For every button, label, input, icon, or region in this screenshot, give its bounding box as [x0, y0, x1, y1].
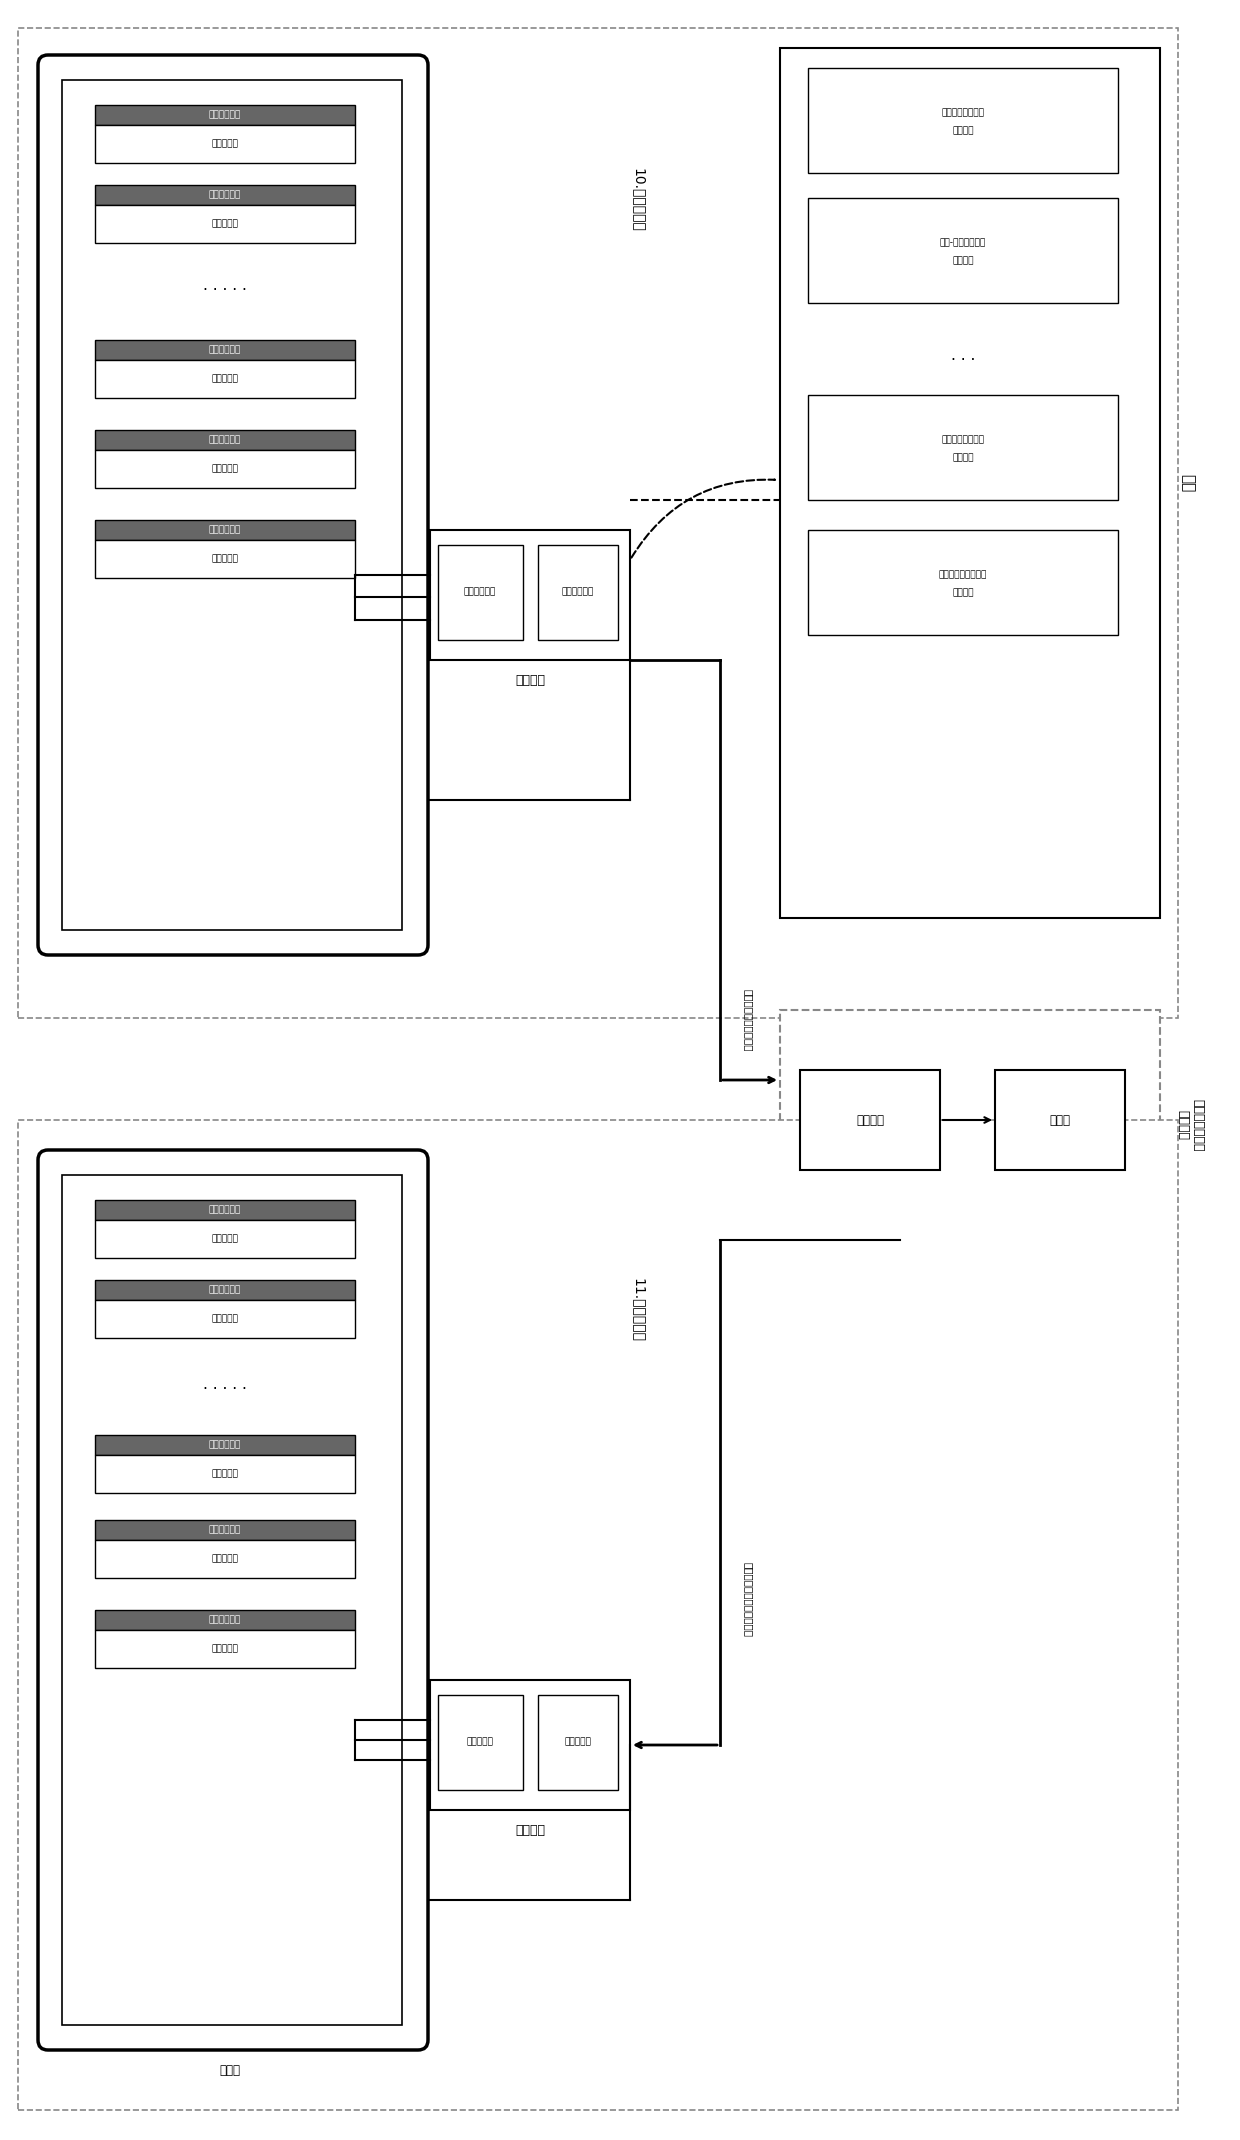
Text: 透明显示屏: 透明显示屏	[212, 139, 238, 148]
Text: 子控制器: 子控制器	[515, 1823, 546, 1836]
Text: 无线控制发: 无线控制发	[564, 1738, 591, 1746]
Text: 透明显示方案: 透明显示方案	[208, 437, 241, 445]
Bar	[95, 1519, 355, 1541]
Bar	[62, 1175, 402, 2024]
Bar	[95, 105, 355, 124]
Bar	[95, 1609, 355, 1631]
Text: 感测总成: 感测总成	[952, 257, 973, 265]
Text: 透明显示屏: 透明显示屏	[212, 374, 238, 383]
Text: 珠江流量数据入站信息: 珠江流量数据入站信息	[743, 989, 753, 1051]
Text: 11.体育西路站: 11.体育西路站	[631, 1278, 645, 1342]
Text: 收发板: 收发板	[1049, 1113, 1070, 1126]
Text: 透明显示方案: 透明显示方案	[208, 1440, 241, 1449]
Bar	[994, 1070, 1125, 1171]
Text: 透明显示方案: 透明显示方案	[208, 1616, 241, 1624]
Text: 透明显示方案: 透明显示方案	[208, 526, 241, 535]
Text: 无线接收模块: 无线接收模块	[562, 588, 594, 597]
Text: 透明显示屏: 透明显示屏	[212, 1554, 238, 1564]
FancyBboxPatch shape	[38, 1149, 428, 2050]
Text: 无线模组芯片: 无线模组芯片	[464, 588, 496, 597]
Text: 模组总成: 模组总成	[952, 588, 973, 597]
Text: 列车: 列车	[1180, 473, 1195, 492]
FancyArrowPatch shape	[631, 479, 775, 559]
Bar	[95, 1436, 355, 1455]
Bar	[95, 539, 355, 578]
FancyBboxPatch shape	[38, 56, 428, 954]
Text: 透明显示方案: 透明显示方案	[208, 1205, 241, 1216]
Bar	[62, 79, 402, 931]
Text: 透明显示屏: 透明显示屏	[212, 464, 238, 473]
Text: 子控制器: 子控制器	[515, 674, 546, 687]
Text: 回调流量数据入站信息发送: 回调流量数据入站信息发送	[743, 1562, 753, 1637]
Bar	[95, 430, 355, 449]
Bar	[430, 531, 630, 659]
Bar	[95, 1220, 355, 1258]
Text: 透明显示屏: 透明显示屏	[212, 1314, 238, 1323]
Bar	[95, 1541, 355, 1577]
Bar	[538, 546, 618, 640]
Bar	[95, 124, 355, 163]
Text: 柔性测重压力分布: 柔性测重压力分布	[941, 434, 985, 443]
Text: 透明显示屏: 透明显示屏	[212, 220, 238, 229]
Text: · · · · ·: · · · · ·	[203, 282, 247, 297]
Text: 透明显示屏: 透明显示屏	[212, 554, 238, 563]
Bar	[19, 28, 1178, 1019]
Text: 无线模控发: 无线模控发	[466, 1738, 494, 1746]
Bar	[95, 1280, 355, 1299]
Text: · · · · ·: · · · · ·	[203, 1382, 247, 1397]
Text: 10.珠江新车站: 10.珠江新车站	[631, 169, 645, 231]
Bar	[430, 1680, 630, 1810]
Bar	[808, 396, 1118, 501]
Text: 透明显示方案: 透明显示方案	[208, 1286, 241, 1295]
Bar	[95, 205, 355, 244]
Text: · · ·: · · ·	[951, 353, 975, 368]
Text: 透明显示屏: 透明显示屏	[212, 1644, 238, 1654]
Text: 柔性-薄膜压力分布: 柔性-薄膜压力分布	[940, 238, 986, 246]
Bar	[808, 199, 1118, 304]
Bar	[438, 1695, 523, 1789]
Bar	[800, 1070, 940, 1171]
Text: 透明显示屏: 透明显示屏	[212, 1235, 238, 1243]
Bar	[95, 1299, 355, 1338]
Bar	[95, 449, 355, 488]
Bar	[19, 1119, 1178, 2110]
Bar	[538, 1695, 618, 1789]
Bar	[95, 184, 355, 205]
Text: 透明显示屏: 透明显示屏	[212, 1470, 238, 1479]
Text: 柔性测温压力传感: 柔性测温压力传感	[941, 107, 985, 118]
Bar	[95, 1631, 355, 1667]
Text: 感测总成: 感测总成	[952, 454, 973, 462]
Bar	[95, 520, 355, 539]
Text: 透明显示方案: 透明显示方案	[208, 111, 241, 120]
Bar	[808, 531, 1118, 636]
Text: 控制芯片: 控制芯片	[856, 1113, 884, 1126]
Bar	[95, 1455, 355, 1494]
Text: 透明显示方案: 透明显示方案	[208, 190, 241, 199]
Text: 闸机间: 闸机间	[219, 2063, 241, 2076]
Bar	[780, 47, 1159, 918]
Text: 透明显示方案: 透明显示方案	[208, 1526, 241, 1534]
Bar	[780, 1010, 1159, 1239]
Text: 柔性测量温压力传感: 柔性测量温压力传感	[939, 569, 987, 580]
Text: 模组总成: 模组总成	[952, 126, 973, 135]
Text: 广州地铁三号线
总控制台: 广州地铁三号线 总控制台	[1176, 1098, 1204, 1151]
Bar	[95, 1201, 355, 1220]
Bar	[438, 546, 523, 640]
Bar	[95, 360, 355, 398]
Text: 透明显示方案: 透明显示方案	[208, 345, 241, 355]
Bar	[95, 340, 355, 360]
Bar	[808, 68, 1118, 173]
